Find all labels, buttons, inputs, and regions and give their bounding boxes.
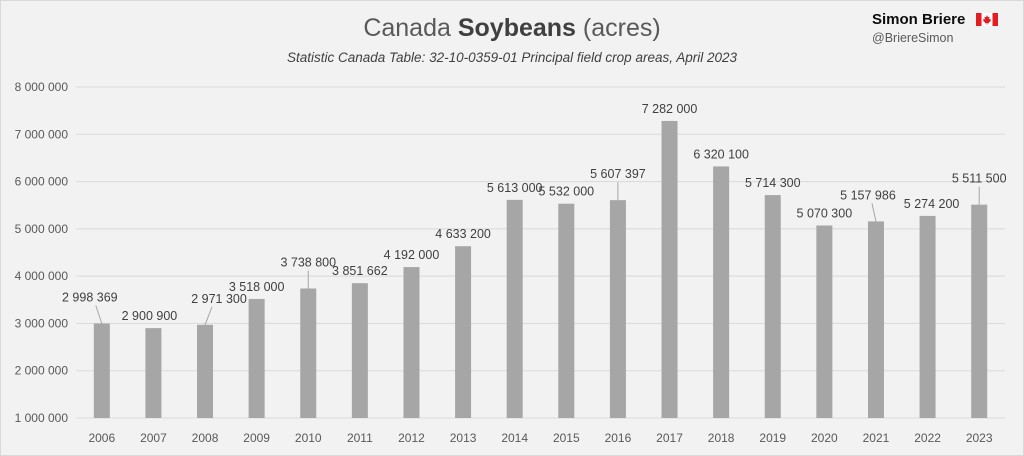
bar	[816, 225, 833, 418]
brand-name: Simon Briere	[872, 11, 966, 28]
label-leader-line	[204, 306, 213, 325]
data-label: 3 738 800	[280, 255, 336, 269]
x-tick-label: 2010	[295, 431, 322, 445]
x-tick-label: 2018	[708, 431, 735, 445]
data-label: 3 851 662	[332, 264, 388, 278]
bar	[506, 199, 523, 418]
brand-handle: @BriereSimon	[872, 31, 954, 45]
data-label: 4 192 000	[384, 248, 440, 262]
x-tick-label: 2019	[759, 431, 786, 445]
bar	[919, 215, 936, 418]
y-tick-label: 7 000 000	[15, 127, 69, 141]
y-tick-label: 8 000 000	[15, 80, 69, 94]
label-leader-line	[871, 203, 877, 222]
data-label: 5 613 000	[487, 181, 543, 195]
data-label: 3 518 000	[229, 280, 285, 294]
title-bold: Soybeans	[457, 14, 576, 42]
bar	[403, 267, 420, 418]
bar	[455, 246, 472, 418]
bar	[93, 323, 110, 418]
data-label: 6 320 100	[693, 147, 749, 161]
y-tick-label: 6 000 000	[15, 175, 69, 189]
x-tick-label: 2016	[605, 431, 632, 445]
bar	[867, 221, 884, 418]
title-prefix: Canada	[363, 14, 458, 42]
label-leader-line	[95, 305, 103, 324]
x-tick-label: 2020	[811, 431, 838, 445]
chart-subtitle: Statistic Canada Table: 32-10-0359-01 Pr…	[286, 50, 737, 65]
x-tick-label: 2015	[553, 431, 580, 445]
data-label: 5 607 397	[590, 167, 646, 181]
title-suffix: (acres)	[575, 14, 661, 42]
bar	[197, 324, 214, 418]
y-tick-label: 5 000 000	[15, 222, 69, 236]
y-tick-label: 4 000 000	[15, 269, 69, 283]
y-tick-label: 3 000 000	[15, 316, 69, 330]
bar	[713, 166, 730, 418]
data-label: 5 511 500	[952, 172, 1007, 186]
bar	[558, 203, 575, 418]
data-label: 7 282 000	[642, 102, 698, 116]
x-tick-label: 2022	[914, 431, 941, 445]
y-tick-label: 1 000 000	[15, 411, 69, 425]
bar	[351, 283, 368, 418]
y-tick-label: 2 000 000	[15, 364, 69, 378]
data-label: 5 157 986	[840, 188, 896, 202]
bar	[300, 288, 317, 418]
x-tick-label: 2009	[243, 431, 270, 445]
x-tick-label: 2023	[966, 431, 993, 445]
canada-flag-icon	[975, 13, 998, 26]
bar	[971, 204, 988, 418]
x-tick-label: 2008	[192, 431, 219, 445]
x-tick-label: 2013	[450, 431, 477, 445]
data-label: 5 714 300	[745, 176, 801, 190]
data-label: 5 532 000	[539, 185, 595, 199]
bar	[661, 120, 678, 418]
x-tick-label: 2017	[656, 431, 683, 445]
bar	[609, 200, 626, 418]
data-label: 2 971 300	[191, 292, 247, 306]
x-tick-label: 2014	[501, 431, 528, 445]
brand-block: Simon Briere @BriereSimon	[872, 11, 1020, 45]
chart-title: Canada Soybeans (acres)	[0, 14, 1024, 43]
x-tick-label: 2012	[398, 431, 425, 445]
x-tick-label: 2007	[140, 431, 167, 445]
data-label: 5 070 300	[797, 207, 853, 221]
x-tick-label: 2011	[347, 431, 373, 445]
data-label: 2 900 900	[122, 309, 178, 323]
data-label: 2 998 369	[62, 291, 118, 305]
bar	[248, 298, 265, 418]
x-tick-label: 2006	[88, 431, 115, 445]
data-label: 5 274 200	[904, 197, 960, 211]
x-tick-label: 2021	[863, 431, 890, 445]
bar	[145, 328, 162, 418]
data-label: 4 633 200	[435, 227, 491, 241]
bar	[764, 195, 781, 418]
